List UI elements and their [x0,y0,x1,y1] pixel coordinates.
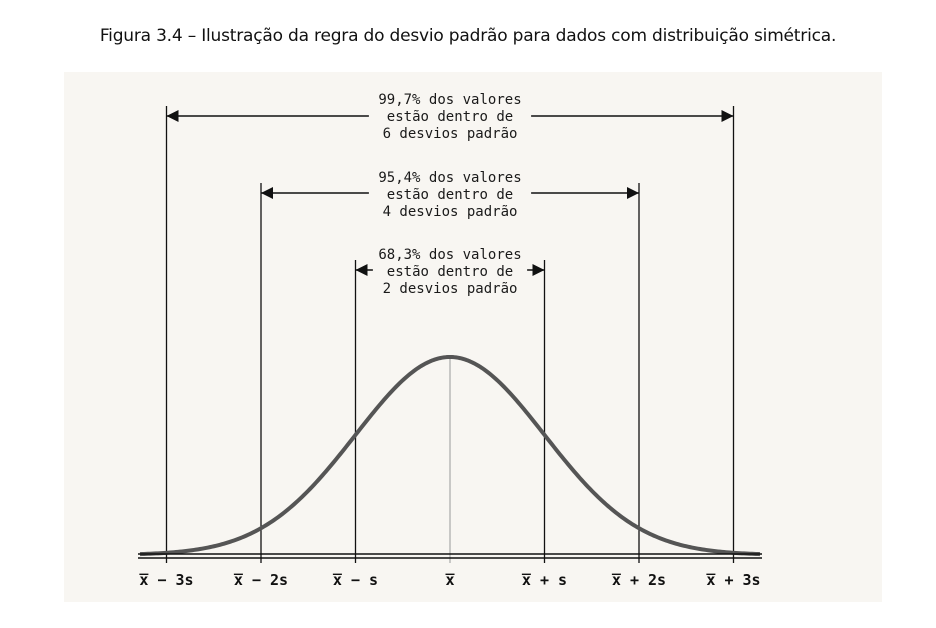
arrowhead-right [627,187,639,199]
interval-label-line: 2 desvios padrão [383,281,518,297]
tick-label: x̅ + 2s [612,571,666,589]
tick-label: x̅ + s [522,571,567,589]
arrowhead-right [721,110,734,122]
interval-label-line: 95,4% dos valores [378,170,521,186]
arrowhead-left [261,187,273,199]
interval-label-line: estão dentro de [387,109,513,125]
arrowhead-right [532,264,545,276]
tick-label: x̅ − 3s [139,571,193,589]
figure-panel [64,72,882,602]
tick-label: x̅ + 3s [706,571,760,589]
tick-label: x̅ − s [333,571,378,589]
interval-label-line: estão dentro de [387,264,513,280]
bell-curve [139,355,761,557]
interval-label-line: 68,3% dos valores [378,247,521,263]
figure-caption: Figura 3.4 – Ilustração da regra do desv… [99,26,837,46]
tick-label: x̅ [445,571,455,589]
arrowhead-left [355,264,368,276]
interval-label-line: 99,7% dos valores [378,92,521,108]
arrowhead-left [166,110,179,122]
interval-label-line: estão dentro de [387,187,513,203]
interval-label-line: 6 desvios padrão [383,126,518,142]
tick-label: x̅ − 2s [234,571,288,589]
interval-label-line: 4 desvios padrão [383,204,518,220]
